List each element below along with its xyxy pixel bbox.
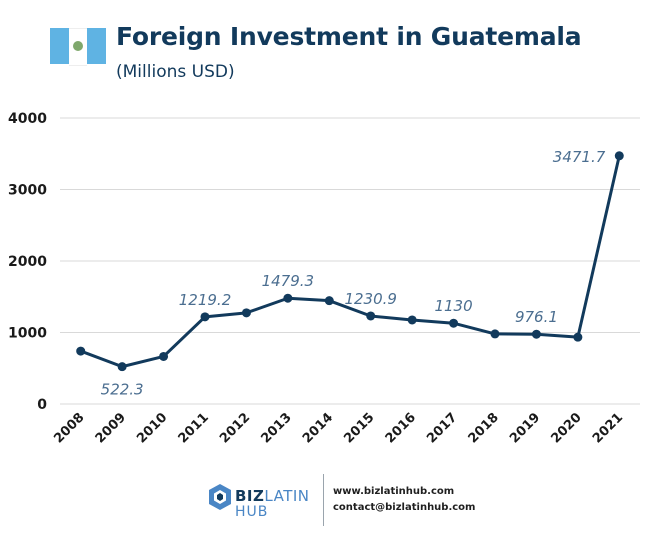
data-label-2015: 1230.9 (344, 290, 397, 308)
data-point-2020 (573, 332, 583, 342)
data-point-2012 (241, 308, 251, 318)
x-tick-label: 2008 (51, 410, 87, 446)
logo-word-biz: BIZ (235, 487, 265, 505)
data-label-2009: 522.3 (101, 381, 144, 399)
data-label-2021: 3471.7 (553, 148, 606, 166)
flag-band-left (50, 28, 69, 64)
x-axis-ticks: 2008 2009 2010 2011 2012 2013 2014 2015 2016 2017… (51, 410, 626, 446)
page-title: Foreign Investment in Guatemala (116, 22, 582, 51)
x-tick-label: 2017 (424, 410, 460, 446)
page-subtitle: (Millions USD) (116, 62, 235, 82)
guatemala-flag-icon (50, 28, 107, 66)
x-tick-label: 2016 (383, 410, 419, 446)
data-point-2009 (117, 362, 127, 372)
data-point-2011 (200, 312, 210, 322)
data-point-2015 (366, 311, 376, 321)
data-labels: 522.3 1219.2 1479.3 1230.9 1130 976.1 3471.7 (101, 148, 606, 399)
series-line (79, 154, 621, 369)
x-tick-label: 2021 (590, 410, 626, 446)
y-tick-label: 2000 (8, 254, 47, 270)
bizlatinhub-logo: BIZLATIN HUB (207, 482, 317, 522)
x-tick-label: 2011 (176, 410, 212, 446)
data-point-2014 (324, 296, 334, 306)
logo-wordmark-top: BIZLATIN (235, 487, 310, 505)
bizlatinhub-logo-icon (209, 484, 231, 510)
email-link[interactable]: contact@bizlatinhub.com (333, 502, 476, 513)
flag-band-right (87, 28, 107, 64)
x-tick-label: 2020 (548, 410, 584, 446)
data-point-2018 (490, 329, 500, 339)
y-tick-label: 1000 (8, 326, 47, 342)
data-label-2011: 1219.2 (179, 291, 232, 309)
x-tick-label: 2010 (134, 410, 170, 446)
x-tick-label: 2019 (507, 410, 543, 446)
data-point-2019 (531, 329, 541, 339)
data-point-2013 (283, 293, 293, 303)
contact-info: www.bizlatinhub.com contact@bizlatinhub.… (333, 484, 475, 516)
grid-layer (60, 117, 640, 405)
logo-word-latin: LATIN (264, 487, 310, 505)
x-tick-label: 2012 (217, 410, 253, 446)
footer-divider (323, 474, 324, 526)
y-tick-label: 3000 (8, 183, 47, 199)
x-tick-label: 2014 (300, 410, 336, 446)
y-tick-label: 4000 (8, 111, 47, 127)
data-points (76, 151, 624, 372)
y-axis-ticks: 0 1000 2000 3000 4000 (8, 111, 47, 413)
chart-header: Foreign Investment in Guatemala (Million… (50, 22, 630, 92)
data-point-2010 (159, 351, 169, 361)
website-link[interactable]: www.bizlatinhub.com (333, 486, 455, 497)
x-tick-label: 2015 (341, 410, 377, 446)
flag-emblem-icon (73, 41, 83, 51)
data-point-2021 (614, 151, 624, 161)
data-point-2017 (449, 318, 459, 328)
x-tick-label: 2018 (466, 410, 502, 446)
data-label-2017: 1130 (434, 297, 472, 315)
data-label-2019: 976.1 (515, 308, 558, 326)
data-point-2008 (76, 346, 86, 356)
x-tick-label: 2013 (258, 410, 294, 446)
data-point-2016 (407, 315, 417, 325)
logo-word-hub: HUB (235, 504, 269, 520)
footer: BIZLATIN HUB www.bizlatinhub.com contact… (0, 472, 650, 532)
data-label-2013: 1479.3 (262, 272, 315, 290)
x-tick-label: 2009 (93, 410, 129, 446)
y-tick-label: 0 (37, 397, 47, 413)
